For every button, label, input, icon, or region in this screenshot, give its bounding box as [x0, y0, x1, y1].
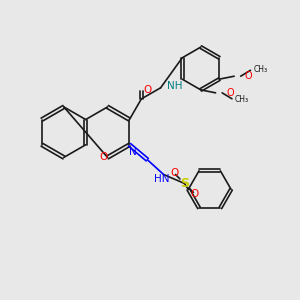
Text: S: S — [180, 177, 189, 190]
Text: NH: NH — [167, 81, 183, 91]
Text: CH₃: CH₃ — [235, 95, 249, 104]
Text: O: O — [191, 189, 199, 199]
Text: O: O — [143, 85, 152, 95]
Text: N: N — [129, 147, 137, 157]
Text: O: O — [170, 168, 178, 178]
Text: O: O — [100, 152, 108, 162]
Text: HN: HN — [154, 174, 170, 184]
Text: CH₃: CH₃ — [254, 65, 268, 74]
Text: O: O — [226, 88, 234, 98]
Text: O: O — [244, 71, 252, 81]
